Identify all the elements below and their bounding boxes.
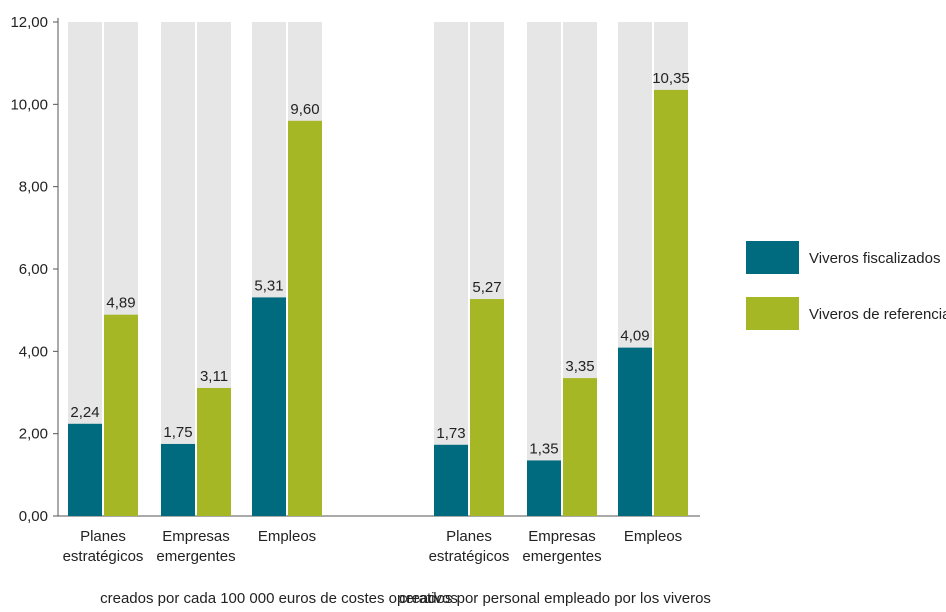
y-tick-label: 8,00 [19,179,48,196]
bar-viveros-de-referencia [563,378,597,516]
category-label: Empleos [624,528,682,545]
data-label: 3,35 [565,358,594,375]
bar-viveros-de-referencia [104,314,138,516]
bar-viveros-fiscalizados [161,443,195,516]
category-label: emergentes [522,548,601,565]
data-label: 2,24 [70,404,99,421]
category-label: Planes [446,528,492,545]
legend-label: Viveros fiscalizados [809,250,940,267]
category-label: Planes [80,528,126,545]
legend-label: Viveros de referencia [809,306,946,323]
bar-viveros-fiscalizados [527,460,561,516]
bar-viveros-de-referencia [654,89,688,517]
y-tick-label: 6,00 [19,261,48,278]
category-label: Empresas [528,528,596,545]
category-label: emergentes [156,548,235,565]
bar-background [434,22,468,516]
bar-viveros-fiscalizados [252,297,286,516]
y-tick-label: 0,00 [19,508,48,525]
data-label: 1,73 [436,425,465,442]
data-label: 3,11 [200,368,228,385]
legend-item-viveros-fiscalizados: Viveros fiscalizados [746,241,940,274]
group-label: creados por personal empleado por los vi… [399,590,711,607]
legend: Viveros fiscalizados Viveros de referenci… [746,241,946,330]
data-label: 1,35 [529,440,558,457]
bar-viveros-fiscalizados [434,444,468,516]
bar-viveros-fiscalizados [618,347,652,516]
data-label: 10,35 [652,70,690,87]
legend-swatch [746,241,799,274]
y-tick-label: 10,00 [10,96,48,113]
bar-viveros-de-referencia [470,299,504,516]
data-label: 1,75 [163,424,192,441]
category-label: estratégicos [429,548,510,565]
category-label: Empresas [162,528,230,545]
bars [68,22,688,517]
data-label: 4,89 [106,295,135,312]
bar-background [527,22,561,516]
category-label: Empleos [258,528,316,545]
y-tick-label: 2,00 [19,426,48,443]
y-tick-label: 4,00 [19,343,48,360]
data-label: 4,09 [620,328,649,345]
bar-background [161,22,195,516]
legend-swatch [746,297,799,330]
bar-viveros-de-referencia [288,120,322,517]
labels: 2,24 4,89 Planes estratégicos 1,75 3,11 Empres… [63,70,711,607]
y-tick-label: 12,00 [10,14,48,31]
data-label: 9,60 [290,101,319,118]
category-label: estratégicos [63,548,144,565]
legend-item-viveros-de-referencia: Viveros de referencia [746,297,946,330]
data-label: 5,31 [254,277,283,294]
group-label: creados por cada 100 000 euros de costes… [100,590,458,607]
bar-viveros-de-referencia [197,387,231,516]
bar-viveros-fiscalizados [68,423,102,516]
data-label: 5,27 [472,279,501,296]
